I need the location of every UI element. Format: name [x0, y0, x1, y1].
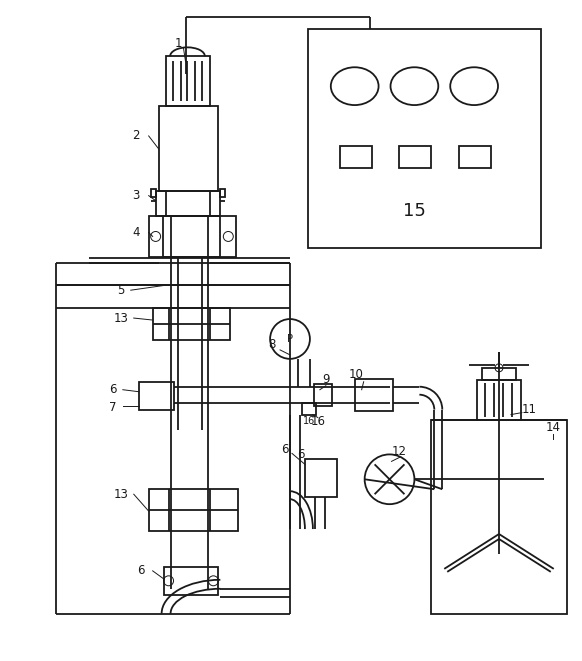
- Bar: [162, 215, 221, 257]
- Text: 14: 14: [545, 421, 560, 434]
- Text: 13: 13: [113, 311, 128, 325]
- Text: 6: 6: [137, 564, 144, 577]
- Text: P: P: [287, 334, 293, 344]
- Bar: [166, 56, 210, 106]
- Bar: [139, 382, 173, 410]
- Bar: [459, 146, 491, 168]
- Bar: [221, 188, 225, 196]
- Text: 8: 8: [268, 338, 276, 352]
- Bar: [482, 368, 516, 380]
- Text: 2: 2: [132, 130, 140, 142]
- Bar: [151, 188, 155, 196]
- Bar: [148, 215, 236, 257]
- Text: 15: 15: [403, 202, 426, 219]
- Bar: [340, 146, 372, 168]
- Bar: [164, 567, 218, 595]
- Bar: [148, 489, 238, 531]
- Text: 13: 13: [113, 488, 128, 501]
- Bar: [302, 403, 316, 414]
- Bar: [431, 420, 567, 613]
- Bar: [155, 190, 221, 215]
- Text: 5: 5: [117, 284, 125, 297]
- Text: 3: 3: [132, 189, 140, 202]
- Bar: [314, 384, 332, 406]
- Text: 7: 7: [109, 401, 116, 414]
- Text: 6: 6: [281, 443, 289, 456]
- Bar: [477, 380, 521, 420]
- Text: 12: 12: [392, 445, 407, 458]
- Bar: [159, 106, 218, 190]
- Text: 11: 11: [521, 403, 537, 416]
- Text: 16: 16: [310, 415, 325, 428]
- Text: 6: 6: [109, 383, 116, 396]
- Text: 10: 10: [348, 368, 363, 381]
- Text: 6: 6: [297, 448, 305, 461]
- Bar: [152, 308, 230, 340]
- Text: 9: 9: [322, 373, 329, 386]
- Bar: [354, 379, 392, 410]
- Bar: [308, 30, 541, 249]
- Text: 1: 1: [175, 37, 182, 50]
- Bar: [305, 459, 337, 497]
- Text: 16: 16: [303, 416, 315, 426]
- Text: 4: 4: [132, 226, 140, 239]
- Bar: [399, 146, 431, 168]
